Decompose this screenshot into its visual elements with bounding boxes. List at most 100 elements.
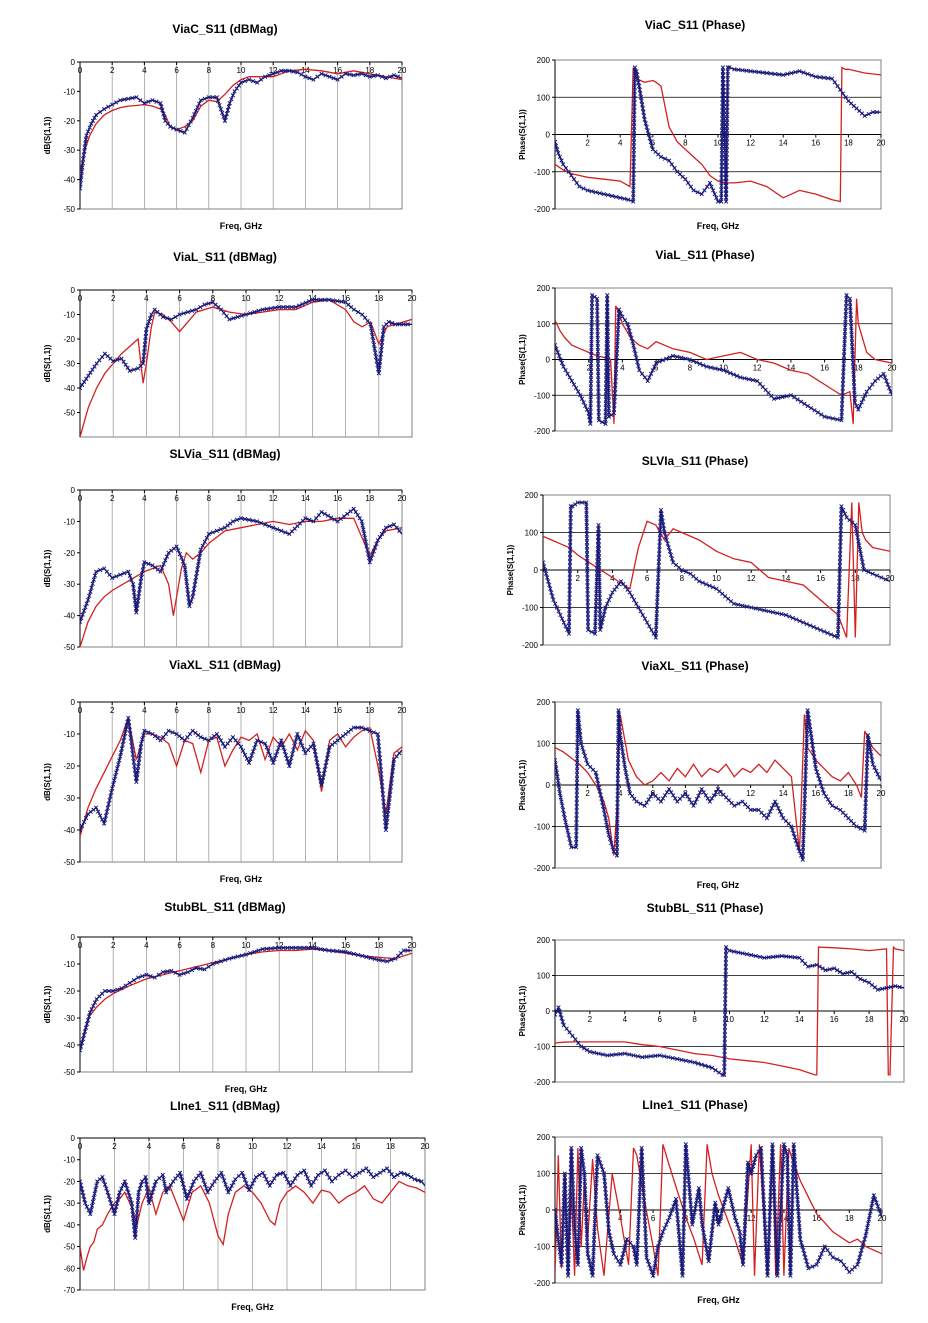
data-point-marker	[314, 297, 319, 302]
data-point-marker	[298, 739, 303, 744]
data-point-marker	[558, 1012, 563, 1017]
data-point-marker	[836, 627, 841, 632]
data-point-marker	[838, 539, 843, 545]
chart-title: ViaC_S11 (dBMag)	[172, 22, 278, 36]
data-point-marker	[194, 965, 199, 971]
data-point-marker	[135, 1206, 140, 1212]
chart-c10: 0-10-20-30-40-50-60-700 2 4 6 8 10 12 14 16 18 20F…	[43, 1134, 430, 1312]
data-point-marker	[244, 756, 250, 761]
data-point-marker	[779, 1193, 784, 1199]
data-point-marker	[818, 627, 823, 633]
x-tick-label: 14	[779, 789, 788, 798]
y-tick-label: -50	[63, 1243, 75, 1252]
data-point-marker	[332, 517, 337, 522]
data-point-marker	[590, 1273, 595, 1278]
data-point-marker	[178, 128, 183, 134]
data-point-marker	[784, 954, 789, 959]
data-point-marker	[566, 1253, 571, 1258]
data-point-marker	[560, 1238, 565, 1244]
data-point-marker	[589, 629, 594, 635]
data-point-marker	[779, 1181, 785, 1187]
data-point-marker	[89, 1007, 94, 1012]
data-point-marker	[559, 616, 565, 621]
data-point-marker	[719, 167, 724, 173]
data-point-marker	[814, 1262, 819, 1267]
data-point-marker	[160, 314, 166, 320]
data-point-marker	[596, 414, 601, 419]
data-point-marker	[662, 1226, 667, 1231]
data-point-marker	[688, 1206, 694, 1211]
data-point-marker	[164, 969, 170, 974]
data-point-marker	[146, 99, 151, 104]
data-point-marker	[589, 329, 594, 334]
data-point-marker	[140, 361, 146, 366]
data-point-marker	[612, 391, 618, 396]
y-tick-label: -200	[534, 864, 551, 873]
data-point-marker	[624, 1237, 630, 1242]
data-point-marker	[114, 1200, 120, 1206]
data-point-marker	[605, 1053, 610, 1058]
data-point-marker	[595, 551, 600, 556]
series-simulated	[80, 715, 402, 837]
data-point-marker	[182, 1189, 188, 1194]
data-point-marker	[597, 595, 602, 600]
data-point-marker	[92, 364, 97, 369]
data-point-marker	[114, 574, 119, 579]
data-point-marker	[239, 1170, 245, 1175]
data-point-marker	[229, 97, 234, 102]
data-point-marker	[770, 1154, 776, 1159]
data-point-marker	[843, 321, 848, 326]
data-point-marker	[795, 1197, 800, 1202]
data-point-marker	[640, 1166, 645, 1171]
data-point-marker	[626, 197, 631, 202]
data-point-marker	[571, 1210, 577, 1215]
data-point-marker	[135, 1202, 140, 1207]
y-tick-label: -10	[63, 517, 75, 526]
data-point-marker	[800, 857, 805, 862]
data-point-marker	[631, 167, 636, 173]
data-point-marker	[572, 1230, 578, 1235]
data-point-marker	[836, 619, 841, 624]
data-point-marker	[585, 627, 591, 633]
data-point-marker	[118, 754, 123, 759]
data-point-marker	[862, 978, 867, 983]
data-point-marker	[562, 1175, 568, 1180]
data-point-marker	[146, 319, 152, 325]
data-point-marker	[785, 1173, 790, 1178]
data-point-marker	[618, 733, 623, 738]
data-point-marker	[285, 945, 290, 950]
data-point-marker	[368, 322, 373, 327]
data-point-marker	[864, 776, 869, 782]
data-point-marker	[688, 1198, 693, 1203]
data-point-marker	[668, 790, 674, 795]
data-point-marker	[639, 1149, 644, 1155]
data-point-marker	[683, 569, 689, 575]
data-point-marker	[803, 760, 809, 765]
data-point-marker	[588, 413, 593, 418]
data-point-marker	[268, 946, 274, 951]
x-tick-label: 14	[781, 574, 790, 583]
data-point-marker	[752, 1156, 758, 1162]
data-point-marker	[589, 353, 594, 358]
data-point-marker	[370, 552, 375, 558]
data-point-marker	[615, 764, 621, 769]
data-point-marker	[188, 1186, 194, 1191]
series-simulated	[80, 948, 412, 1051]
data-point-marker	[639, 371, 645, 376]
data-point-marker	[849, 324, 854, 329]
data-point-marker	[840, 397, 845, 403]
data-point-marker	[606, 1229, 612, 1235]
data-point-marker	[574, 780, 580, 785]
data-point-marker	[584, 532, 589, 537]
data-point-marker	[884, 378, 889, 384]
data-point-marker	[596, 785, 602, 790]
data-point-marker	[367, 728, 372, 733]
data-point-marker	[158, 101, 163, 106]
data-point-marker	[335, 519, 340, 524]
data-point-marker	[752, 807, 757, 813]
data-point-marker	[622, 762, 627, 767]
data-point-marker	[808, 623, 813, 628]
data-point-marker	[574, 776, 580, 781]
data-point-marker	[605, 824, 610, 829]
data-point-marker	[405, 948, 411, 953]
